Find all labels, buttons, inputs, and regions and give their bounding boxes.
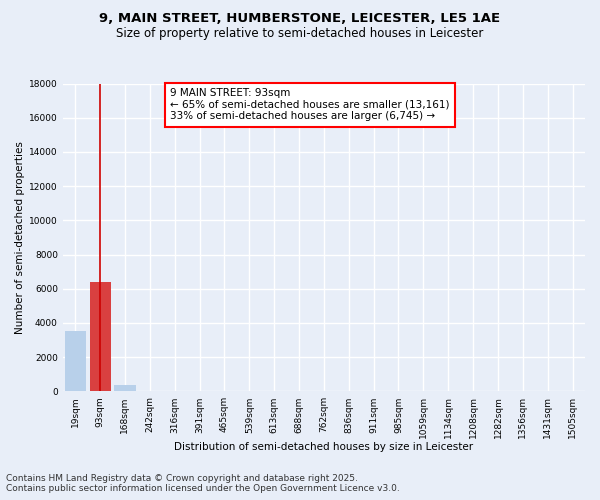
Text: Contains public sector information licensed under the Open Government Licence v3: Contains public sector information licen… — [6, 484, 400, 493]
Bar — [115, 384, 136, 392]
Text: Contains HM Land Registry data © Crown copyright and database right 2025.: Contains HM Land Registry data © Crown c… — [6, 474, 358, 483]
Bar — [89, 282, 110, 392]
Text: 9, MAIN STREET, HUMBERSTONE, LEICESTER, LE5 1AE: 9, MAIN STREET, HUMBERSTONE, LEICESTER, … — [100, 12, 500, 26]
X-axis label: Distribution of semi-detached houses by size in Leicester: Distribution of semi-detached houses by … — [175, 442, 473, 452]
Text: 9 MAIN STREET: 93sqm
← 65% of semi-detached houses are smaller (13,161)
33% of s: 9 MAIN STREET: 93sqm ← 65% of semi-detac… — [170, 88, 449, 122]
Text: Size of property relative to semi-detached houses in Leicester: Size of property relative to semi-detach… — [116, 28, 484, 40]
Y-axis label: Number of semi-detached properties: Number of semi-detached properties — [15, 141, 25, 334]
Bar — [65, 332, 86, 392]
